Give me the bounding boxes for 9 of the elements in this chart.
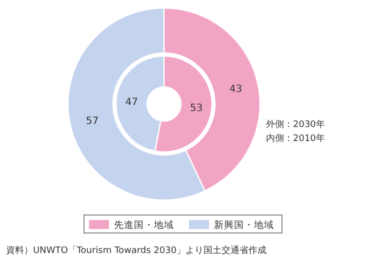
- data-label: 53: [190, 103, 203, 114]
- data-label: 57: [86, 116, 99, 128]
- legend-label: 先進国・地域: [114, 219, 174, 231]
- text: 資料）UNWTO「Tourism Towards 2030」より国土交通省作成: [6, 245, 267, 256]
- text: 内側：2010年: [266, 133, 325, 144]
- text: 外側：2030年: [266, 119, 325, 130]
- legend-label: 新興国・地域: [214, 219, 274, 231]
- data-label: 47: [125, 96, 138, 108]
- data-label: 43: [229, 84, 242, 95]
